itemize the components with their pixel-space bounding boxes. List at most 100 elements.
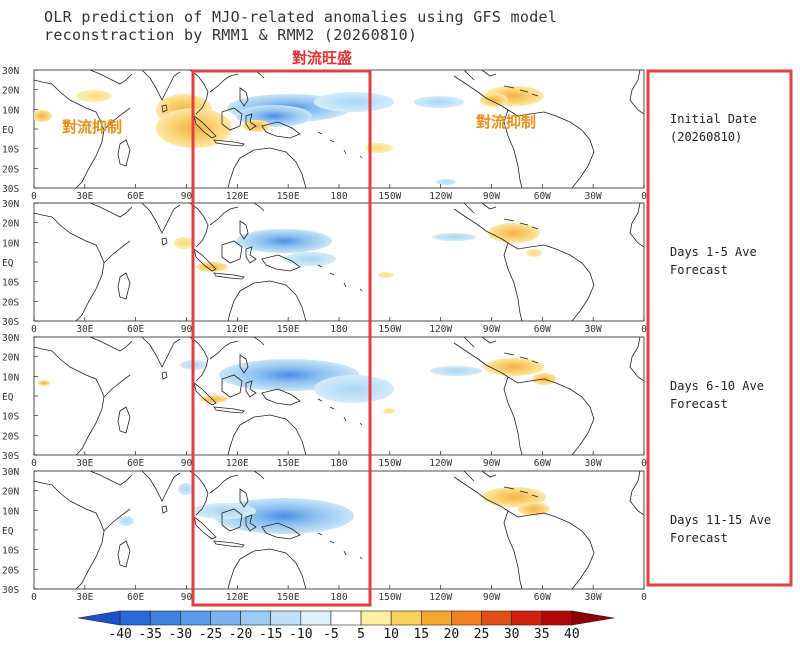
lon-label: 60W <box>534 191 551 202</box>
lon-label: 150E <box>277 458 300 469</box>
colorbar-tick-label: -20 <box>229 627 252 642</box>
colorbar-tick-label: 35 <box>534 627 550 642</box>
lon-label: 150W <box>378 191 401 202</box>
lon-label: 0 <box>31 324 37 335</box>
lon-label: 150W <box>378 592 401 603</box>
anomaly-shading <box>236 229 332 253</box>
lon-label: 120W <box>429 191 452 202</box>
anomaly-shading <box>414 96 464 108</box>
lon-label: 120E <box>226 191 249 202</box>
colorbar-swatch <box>180 610 211 626</box>
anomaly-shading <box>488 223 540 243</box>
lat-label: 10N <box>2 506 19 517</box>
lat-label: 10N <box>2 238 19 249</box>
colorbar-swatch <box>119 610 151 626</box>
lat-label: 10S <box>2 546 19 557</box>
lat-label: 10S <box>2 412 19 423</box>
lat-label: 30S <box>2 184 19 195</box>
anomaly-shading <box>284 252 336 266</box>
lon-label: 180 <box>330 592 347 603</box>
panel-label-line1: Initial Date <box>670 112 757 126</box>
colorbar-tick-label: -30 <box>169 627 192 642</box>
lon-label: 90W <box>483 592 500 603</box>
lon-label: 120E <box>226 324 249 335</box>
lat-label: 20S <box>2 565 19 576</box>
lon-label: 120E <box>226 592 249 603</box>
lon-label: 120W <box>429 458 452 469</box>
lon-label: 0 <box>641 191 647 202</box>
lat-label: 10N <box>2 105 19 116</box>
panel-label-line2: Forecast <box>670 263 728 277</box>
lon-label: 60W <box>534 324 551 335</box>
lat-label: EQ <box>2 392 14 403</box>
lon-label: 0 <box>641 324 647 335</box>
anomaly-shading <box>518 502 550 516</box>
lon-label: 0 <box>641 592 647 603</box>
anomaly-shading <box>383 408 395 414</box>
anomaly-shading <box>430 366 482 376</box>
lon-label: 90 <box>181 458 193 469</box>
colorbar-tick-label: 25 <box>474 627 490 642</box>
colorbar-swatch <box>210 610 241 626</box>
anomaly-shading <box>174 237 194 249</box>
anomaly-shading <box>178 483 194 495</box>
colorbar-tick-label: -15 <box>259 627 282 642</box>
panel-label-line2: Forecast <box>670 531 728 545</box>
lon-label: 60E <box>127 592 144 603</box>
panel-label-line2: Forecast <box>670 397 728 411</box>
lat-label: 20S <box>2 431 19 442</box>
anomaly-shading <box>365 143 393 153</box>
colorbar-swatch <box>240 610 272 626</box>
colorbar-swatch <box>420 610 452 626</box>
colorbar-tick-label: -5 <box>323 627 339 642</box>
colorbar-swatch <box>541 610 573 626</box>
lat-label: EQ <box>2 125 14 136</box>
lon-label: 60W <box>534 458 551 469</box>
colorbar-tick-label: -25 <box>199 627 222 642</box>
lat-label: 20N <box>2 487 19 498</box>
lon-label: 0 <box>31 592 37 603</box>
colorbar-swatch <box>77 610 121 626</box>
colorbar-swatch <box>481 610 512 626</box>
lat-label: 30N <box>2 199 19 210</box>
lon-label: 30E <box>76 458 93 469</box>
anomaly-shading <box>526 249 542 257</box>
colorbar-tick-label: -40 <box>108 627 131 642</box>
colorbar-tick-label: 10 <box>383 627 399 642</box>
lon-label: 180 <box>330 191 347 202</box>
lon-label: 60W <box>534 592 551 603</box>
colorbar-tick-label: -35 <box>138 627 161 642</box>
lon-label: 150E <box>277 592 300 603</box>
colorbar-tick-label: 30 <box>504 627 520 642</box>
colorbar-tick-label: -10 <box>289 627 312 642</box>
anomaly-shading <box>482 487 546 507</box>
lon-label: 30W <box>585 324 602 335</box>
figure-title-line2: reconstraction by RMM1 & RMM2 (20260810) <box>44 26 418 44</box>
lat-label: 10S <box>2 278 19 289</box>
lat-label: EQ <box>2 258 14 269</box>
map-frame <box>33 470 645 590</box>
lon-label: 0 <box>31 191 37 202</box>
lon-label: 60E <box>127 191 144 202</box>
lat-label: 30S <box>2 451 19 462</box>
anomaly-shading <box>480 93 508 107</box>
colorbar-swatch <box>390 610 422 626</box>
anomaly-shading <box>314 92 394 112</box>
lat-label: 20S <box>2 297 19 308</box>
lon-label: 0 <box>641 458 647 469</box>
lat-label: 30N <box>2 333 19 344</box>
lon-label: 30W <box>585 458 602 469</box>
lon-label: 180 <box>330 458 347 469</box>
lon-label: 120W <box>429 324 452 335</box>
map-panel-1: 30N 20N 10N EQ 10S 20S 30S 0 30E 60E 90 120E 150E 180… <box>2 66 757 202</box>
lat-label: 20S <box>2 164 19 175</box>
lat-label: 30S <box>2 585 19 596</box>
lon-label: 30E <box>76 592 93 603</box>
lat-label: 30N <box>2 66 19 77</box>
lat-label: 30S <box>2 317 19 328</box>
colorbar-swatch <box>149 610 181 626</box>
lon-label: 150W <box>378 324 401 335</box>
anomaly-shading <box>192 503 256 519</box>
lon-label: 30E <box>76 191 93 202</box>
colorbar-swatch <box>451 610 482 626</box>
